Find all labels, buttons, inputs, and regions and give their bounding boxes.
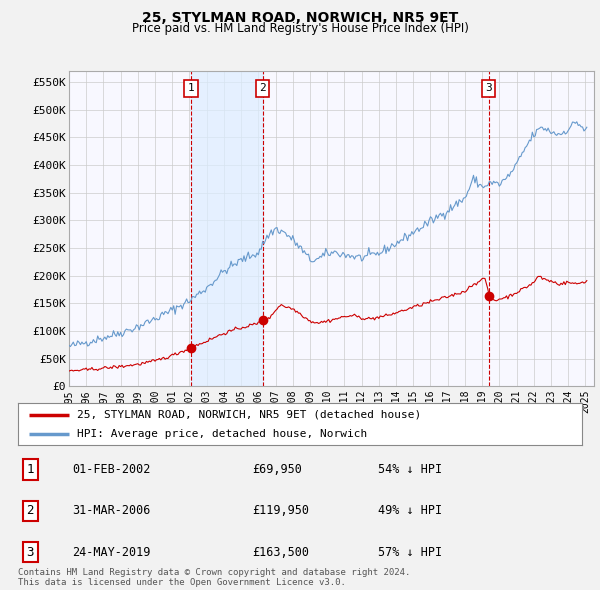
Text: 49% ↓ HPI: 49% ↓ HPI (378, 504, 442, 517)
Text: 2: 2 (26, 504, 34, 517)
Bar (191, 71, 263, 386)
Text: 25, STYLMAN ROAD, NORWICH, NR5 9ET (detached house): 25, STYLMAN ROAD, NORWICH, NR5 9ET (deta… (77, 410, 421, 420)
Text: £69,950: £69,950 (252, 463, 302, 476)
Text: 25, STYLMAN ROAD, NORWICH, NR5 9ET: 25, STYLMAN ROAD, NORWICH, NR5 9ET (142, 11, 458, 25)
Text: 1: 1 (187, 83, 194, 93)
Text: £119,950: £119,950 (252, 504, 309, 517)
Text: 3: 3 (485, 83, 492, 93)
Text: 31-MAR-2006: 31-MAR-2006 (72, 504, 151, 517)
Text: Contains HM Land Registry data © Crown copyright and database right 2024.
This d: Contains HM Land Registry data © Crown c… (18, 568, 410, 587)
Text: 57% ↓ HPI: 57% ↓ HPI (378, 546, 442, 559)
Text: 01-FEB-2002: 01-FEB-2002 (72, 463, 151, 476)
Text: HPI: Average price, detached house, Norwich: HPI: Average price, detached house, Norw… (77, 428, 367, 438)
Text: 1: 1 (26, 463, 34, 476)
Text: 3: 3 (26, 546, 34, 559)
Text: 54% ↓ HPI: 54% ↓ HPI (378, 463, 442, 476)
Text: £163,500: £163,500 (252, 546, 309, 559)
Text: 2: 2 (259, 83, 266, 93)
Text: 24-MAY-2019: 24-MAY-2019 (72, 546, 151, 559)
Text: Price paid vs. HM Land Registry's House Price Index (HPI): Price paid vs. HM Land Registry's House … (131, 22, 469, 35)
